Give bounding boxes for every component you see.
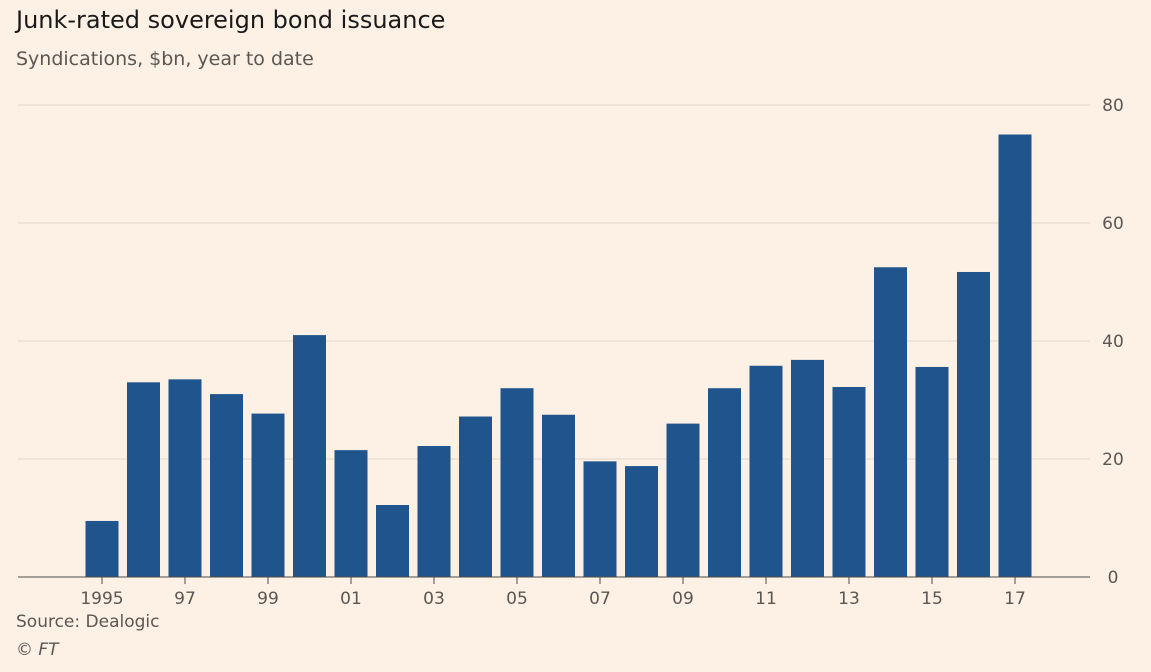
chart-title: Junk-rated sovereign bond issuance — [16, 6, 446, 34]
bar-1998 — [210, 394, 243, 577]
bar-2008 — [625, 466, 658, 577]
bar-1999 — [251, 413, 285, 577]
chart-subtitle: Syndications, $bn, year to date — [16, 48, 314, 70]
source-note: Source: Dealogic — [16, 612, 160, 632]
bar-2011 — [749, 365, 783, 577]
x-tick-label: 13 — [838, 589, 860, 609]
x-tick-label: 09 — [672, 589, 694, 609]
bar-2016 — [957, 271, 990, 577]
bar-2006 — [542, 414, 575, 577]
bar-2001 — [334, 450, 368, 577]
bar-2013 — [832, 387, 866, 577]
x-tick-label: 05 — [506, 589, 528, 609]
bars — [85, 134, 1032, 577]
bar-2002 — [376, 505, 409, 577]
x-tick-label: 97 — [174, 589, 196, 609]
bar-1996 — [127, 382, 160, 577]
y-tick-label: 20 — [1102, 450, 1124, 470]
bar-2010 — [708, 388, 741, 577]
bar-2017 — [998, 134, 1032, 577]
x-tick-label: 1995 — [80, 589, 123, 609]
bar-2014 — [874, 267, 907, 577]
x-tick-label: 11 — [755, 589, 777, 609]
x-tick-label: 99 — [257, 589, 279, 609]
x-tick-label: 17 — [1004, 589, 1026, 609]
x-tick-label: 01 — [340, 589, 362, 609]
bar-1995 — [85, 520, 119, 577]
bar-2000 — [293, 335, 326, 577]
x-tick-label: 15 — [921, 589, 943, 609]
y-axis-labels: 0 20 40 60 80 — [1102, 96, 1124, 588]
y-tick-label: 40 — [1102, 332, 1124, 352]
bar-2004 — [459, 416, 492, 577]
bar-2015 — [915, 366, 949, 577]
y-tick-label: 0 — [1108, 568, 1119, 588]
y-tick-label: 80 — [1102, 96, 1124, 116]
x-tick-label: 07 — [589, 589, 611, 609]
x-axis-ticks — [101, 577, 1016, 584]
bar-2005 — [500, 388, 534, 577]
bar-1997 — [168, 379, 202, 577]
copyright-note: © FT — [16, 640, 59, 660]
x-tick-label: 03 — [423, 589, 445, 609]
bar-2012 — [791, 359, 824, 577]
bar-2003 — [417, 446, 451, 577]
y-tick-label: 60 — [1102, 214, 1124, 234]
bar-2007 — [583, 461, 617, 577]
bar-2009 — [666, 423, 700, 577]
x-axis-labels: 1995 97 99 01 03 05 07 09 11 13 15 17 — [80, 589, 1025, 609]
